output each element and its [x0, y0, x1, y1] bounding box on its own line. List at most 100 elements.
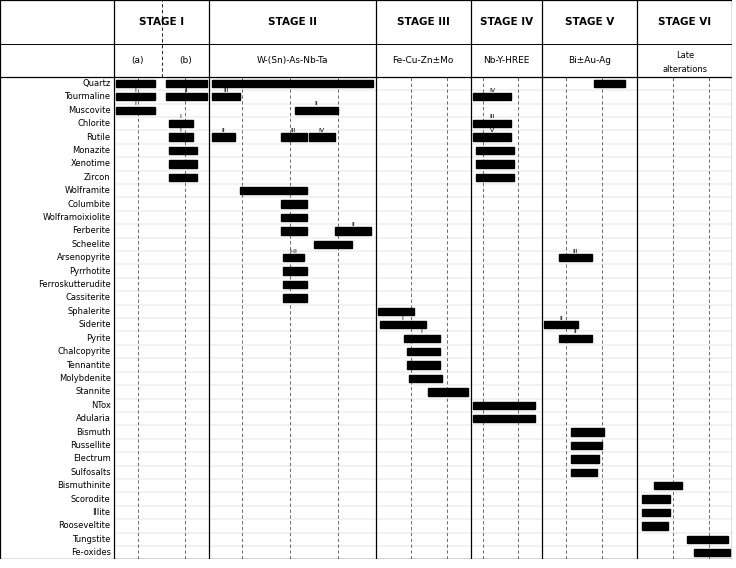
Text: III: III	[289, 74, 295, 79]
Text: II: II	[185, 74, 188, 79]
Bar	[169, 133, 193, 141]
Bar	[280, 214, 307, 221]
Bar	[654, 482, 682, 490]
Bar	[116, 80, 155, 87]
Text: V: V	[607, 73, 612, 78]
Text: (b): (b)	[179, 56, 192, 65]
Bar	[280, 227, 307, 235]
Text: II: II	[222, 128, 225, 133]
Text: Wolframite: Wolframite	[65, 186, 110, 195]
Bar	[642, 509, 670, 516]
Bar	[211, 133, 236, 141]
Text: Bi±Au-Ag: Bi±Au-Ag	[568, 56, 611, 65]
Bar	[406, 348, 440, 356]
Text: IV: IV	[319, 128, 325, 133]
Text: Chalcopyrite: Chalcopyrite	[57, 347, 110, 356]
Bar	[283, 281, 307, 288]
Bar	[381, 321, 425, 328]
Bar	[240, 187, 307, 194]
Text: II: II	[314, 101, 318, 106]
Text: Muscovite: Muscovite	[68, 106, 110, 115]
Text: Xenotime: Xenotime	[71, 160, 110, 168]
Text: II: II	[185, 73, 188, 78]
Bar	[169, 147, 197, 154]
Bar	[473, 120, 512, 127]
Bar	[559, 254, 592, 261]
Text: Sulfosalts: Sulfosalts	[70, 468, 110, 477]
Text: II: II	[573, 329, 577, 334]
Bar	[116, 107, 155, 114]
Text: II: II	[351, 222, 355, 227]
Text: W-(Sn)-As-Nb-Ta: W-(Sn)-As-Nb-Ta	[257, 56, 328, 65]
Text: Cassiterite: Cassiterite	[66, 294, 110, 303]
Text: Arsenopyrite: Arsenopyrite	[57, 253, 110, 262]
Text: II: II	[559, 316, 563, 320]
Text: Wolframoixiolite: Wolframoixiolite	[43, 213, 110, 222]
Bar	[595, 80, 626, 87]
Text: IV: IV	[408, 73, 414, 78]
Text: I: I	[135, 101, 136, 106]
Text: Monazite: Monazite	[73, 146, 110, 155]
Text: Molybdenite: Molybdenite	[59, 374, 110, 383]
Text: Electrum: Electrum	[73, 454, 110, 463]
Bar	[314, 241, 352, 248]
Text: Pyrite: Pyrite	[86, 333, 110, 343]
Text: Ferroskutterudite: Ferroskutterudite	[38, 280, 110, 289]
Text: I: I	[421, 329, 422, 334]
Bar	[570, 428, 604, 436]
Text: IV: IV	[489, 87, 495, 93]
Bar	[404, 335, 440, 342]
Bar	[475, 160, 514, 168]
Bar	[211, 80, 373, 87]
Bar	[570, 442, 601, 449]
Text: Scorodite: Scorodite	[71, 495, 110, 504]
Text: III: III	[573, 249, 578, 253]
Bar	[166, 93, 207, 101]
Text: I: I	[180, 128, 182, 133]
Bar	[473, 133, 512, 141]
Text: STAGE II: STAGE II	[268, 17, 317, 27]
Bar	[473, 93, 512, 101]
Text: Nb-Y-HREE: Nb-Y-HREE	[484, 56, 530, 65]
Text: Russellite: Russellite	[70, 441, 110, 450]
Text: Quartz: Quartz	[82, 79, 110, 88]
Text: Stannite: Stannite	[75, 387, 110, 396]
Bar	[211, 93, 240, 101]
Text: Illite: Illite	[93, 508, 110, 517]
Bar	[570, 455, 599, 462]
Text: Late: Late	[676, 51, 694, 60]
Text: Rooseveltite: Rooseveltite	[59, 521, 110, 531]
Text: I: I	[402, 316, 403, 320]
Text: STAGE III: STAGE III	[397, 17, 450, 27]
Text: Siderite: Siderite	[78, 320, 110, 329]
Bar	[283, 254, 304, 261]
Bar	[169, 160, 197, 168]
Text: STAGE I: STAGE I	[139, 17, 184, 27]
Text: Fe-oxides: Fe-oxides	[71, 548, 110, 557]
Bar	[169, 120, 193, 127]
Text: Rutile: Rutile	[87, 132, 110, 141]
Bar	[378, 308, 414, 315]
Bar	[295, 107, 338, 114]
Text: III: III	[223, 87, 229, 93]
Bar	[570, 469, 597, 476]
Text: NTox: NTox	[91, 401, 110, 410]
Text: Bismuth: Bismuth	[76, 428, 110, 437]
Text: Scheelite: Scheelite	[71, 240, 110, 249]
Text: I: I	[135, 73, 136, 78]
Bar	[473, 402, 535, 409]
Text: I: I	[180, 114, 182, 119]
Bar	[166, 80, 207, 87]
Text: Sphalerite: Sphalerite	[68, 307, 110, 316]
Bar	[409, 375, 442, 382]
Text: Chlorite: Chlorite	[77, 119, 110, 128]
Bar	[475, 147, 514, 154]
Text: STAGE V: STAGE V	[565, 17, 615, 27]
Text: Pyrrhotite: Pyrrhotite	[69, 266, 110, 275]
Bar	[335, 227, 371, 235]
Bar	[169, 174, 197, 181]
Text: Bismuthinite: Bismuthinite	[57, 481, 110, 490]
Bar	[428, 388, 468, 395]
Bar	[694, 549, 730, 557]
Text: I: I	[135, 87, 136, 93]
